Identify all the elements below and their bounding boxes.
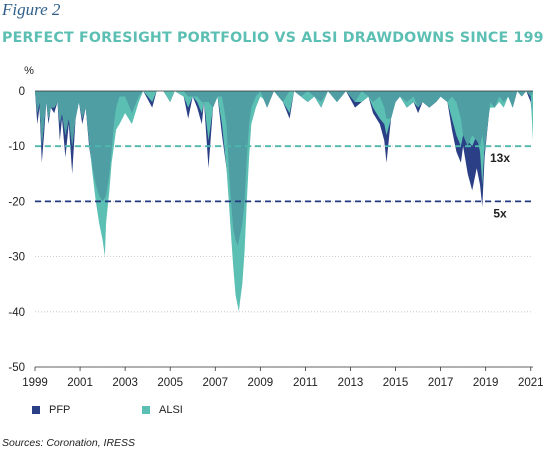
x-tick-label: 2013 [338, 377, 364, 388]
reference-label-5x: 5x [493, 206, 507, 220]
x-tick-label: 2015 [383, 377, 409, 388]
x-tick-label: 2021 [518, 377, 544, 388]
legend-label-alsi: ALSI [159, 404, 183, 416]
y-tick-label: 0 [19, 86, 25, 98]
x-tick-label: 2011 [293, 377, 318, 388]
legend-label-pfp: PFP [49, 404, 71, 416]
y-tick-label: -10 [8, 141, 25, 153]
legend-item-pfp: PFP [32, 404, 70, 416]
x-tick-label: 1999 [22, 377, 48, 388]
series-area-overlap [35, 91, 533, 246]
x-tick-label: 2005 [157, 377, 183, 388]
y-axis-label: % [24, 65, 34, 77]
y-tick-label: -50 [8, 362, 25, 374]
legend-swatch-pfp [32, 406, 40, 414]
y-tick-label: -30 [8, 252, 25, 264]
x-tick-label: 2019 [473, 377, 499, 388]
x-tick-label: 2007 [202, 377, 228, 388]
legend-swatch-alsi [142, 406, 150, 414]
y-tick-label: -20 [8, 196, 25, 208]
reference-label-13x: 13x [490, 151, 510, 165]
x-tick-label: 2001 [67, 377, 93, 388]
source-note: Sources: Coronation, IRESS [2, 437, 136, 449]
drawdown-chart: % 0 -10 -20 -30 -40 -50 13x 5x 1999 2001 2003 2005 20… [8, 65, 544, 388]
x-tick-label: 2009 [248, 377, 274, 388]
x-tick-label: 2003 [112, 377, 138, 388]
x-tick-label: 2017 [428, 377, 454, 388]
legend-item-alsi: ALSI [142, 404, 183, 416]
chart-title: PERFECT FORESIGHT PORTFOLIO VS ALSI DRAW… [2, 30, 544, 46]
figure-label: Figure 2 [2, 0, 61, 19]
y-tick-label: -40 [8, 307, 25, 319]
